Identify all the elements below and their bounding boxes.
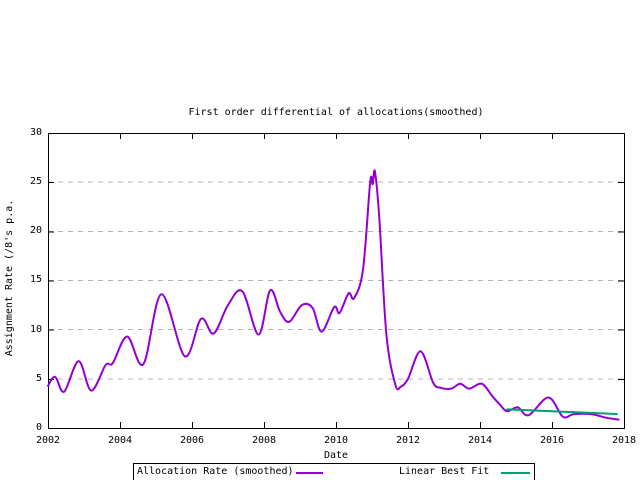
legend-box: Allocation Rate (smoothed) Linear Best F… — [133, 463, 535, 480]
legend-line-sample-allocation-rate — [296, 472, 323, 474]
legend-label-allocation-rate: Allocation Rate (smoothed) — [137, 466, 294, 477]
x-tick-label-2010: 2010 — [323, 435, 349, 446]
x-axis-label: Date — [323, 450, 349, 461]
y-tick-label-5: 5 — [35, 373, 42, 384]
y-tick-label-20: 20 — [29, 225, 42, 236]
y-tick-label-0: 0 — [35, 422, 42, 433]
x-tick-label-2008: 2008 — [251, 435, 277, 446]
series-line-allocation-rate — [47, 169, 620, 421]
x-tick-label-2004: 2004 — [107, 435, 133, 446]
y-tick-label-25: 25 — [29, 176, 42, 187]
y-tick-label-30: 30 — [29, 127, 42, 138]
x-tick-label-2014: 2014 — [467, 435, 493, 446]
legend-line-sample-linear-best-fit — [501, 472, 530, 474]
chart-title: First order differential of allocations(… — [188, 107, 484, 118]
x-tick-label-2006: 2006 — [179, 435, 205, 446]
x-tick-label-2018: 2018 — [611, 435, 637, 446]
x-tick-label-2002: 2002 — [35, 435, 61, 446]
legend-label-linear-best-fit: Linear Best Fit — [399, 466, 490, 477]
y-tick-label-15: 15 — [29, 274, 42, 285]
y-tick-label-10: 10 — [29, 324, 42, 335]
x-tick-label-2016: 2016 — [539, 435, 565, 446]
x-tick-label-2012: 2012 — [395, 435, 421, 446]
series-line-linear-best-fit — [506, 408, 618, 416]
